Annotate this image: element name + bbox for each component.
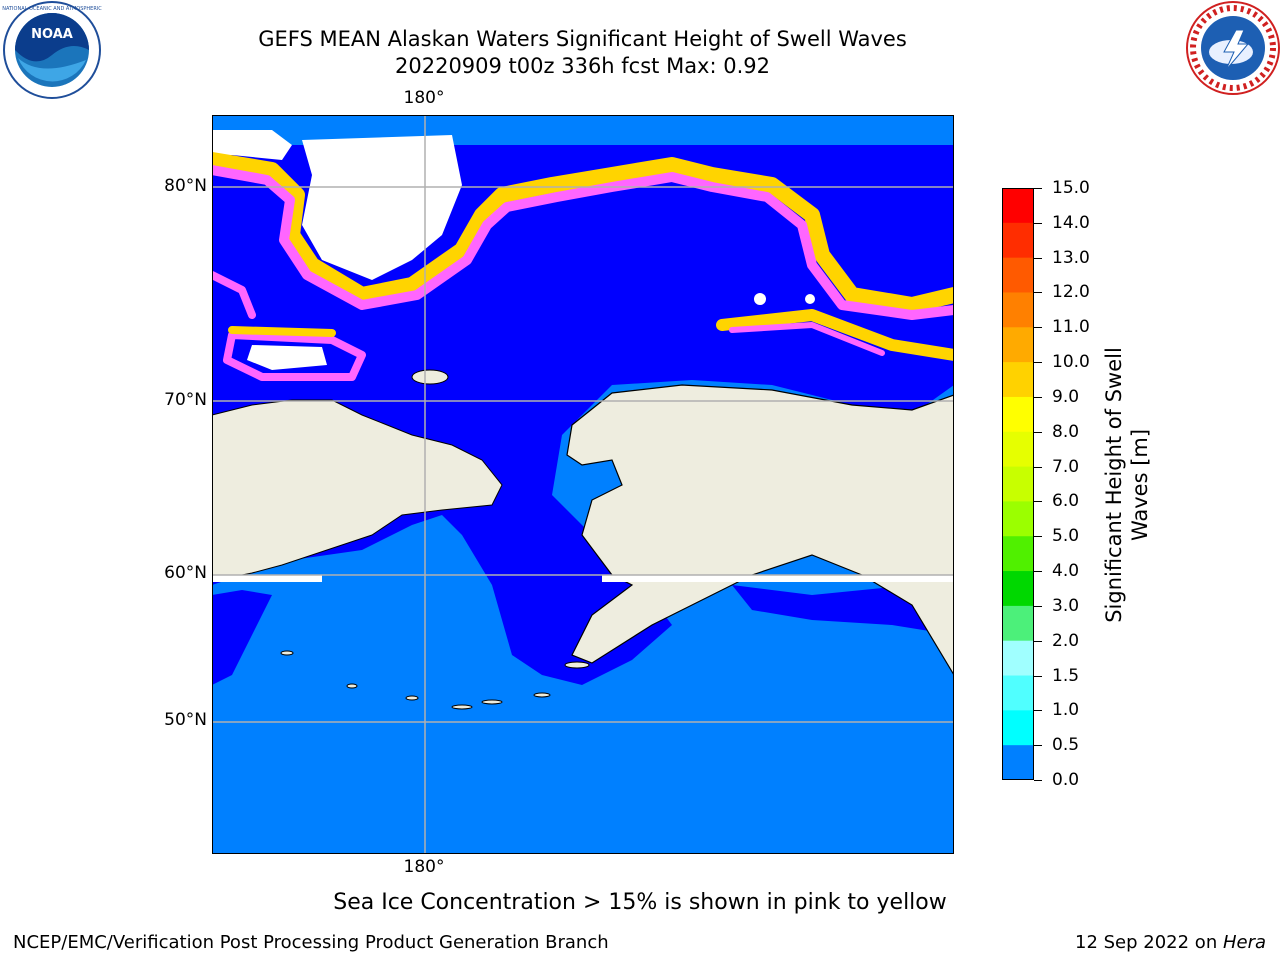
svg-text:NATIONAL OCEANIC AND ATMOSPHER: NATIONAL OCEANIC AND ATMOSPHERIC <box>2 6 102 12</box>
map-title: GEFS MEAN Alaskan Waters Significant Hei… <box>258 27 907 51</box>
lat-label-60: 60°N <box>164 563 207 583</box>
colorbar-tick-label: 8.0 <box>1052 421 1080 442</box>
svg-text:NOAA: NOAA <box>31 27 73 42</box>
colorbar-tick-mark <box>1034 466 1042 468</box>
colorbar <box>1002 188 1034 781</box>
colorbar-bin <box>1002 710 1034 746</box>
colorbar-tick-mark <box>1034 780 1042 781</box>
colorbar-tick-label: 11.0 <box>1052 317 1090 338</box>
colorbar-bin <box>1002 327 1034 363</box>
colorbar-border <box>1002 188 1034 780</box>
colorbar-tick-mark <box>1034 501 1042 503</box>
colorbar-tick-mark <box>1034 675 1042 677</box>
colorbar-tick-label: 4.0 <box>1052 561 1080 582</box>
colorbar-tick-mark <box>1034 571 1042 573</box>
colorbar-tick-label: 0.0 <box>1052 770 1080 790</box>
colorbar-tick-mark <box>1034 431 1042 433</box>
colorbar-bin <box>1002 257 1034 293</box>
nws-logo <box>1176 0 1280 100</box>
footer-date: 12 Sep 2022 on Hera <box>1075 932 1266 953</box>
colorbar-tick-mark <box>1034 396 1042 398</box>
sea-ice-white <box>302 135 462 280</box>
land-russia <box>212 399 503 582</box>
colorbar-bin <box>1002 292 1034 328</box>
colorbar-tick-label: 6.0 <box>1052 491 1080 512</box>
lat-label-50: 50°N <box>164 710 207 730</box>
colorbar-bin <box>1002 605 1034 642</box>
colorbar-tick-mark <box>1034 362 1042 364</box>
graticule <box>212 115 954 854</box>
colorbar-tick-mark <box>1034 327 1042 329</box>
colorbar-tick-mark <box>1034 710 1042 712</box>
sea-ice-note: Sea Ice Concentration > 15% is shown in … <box>333 890 947 915</box>
colorbar-tick-mark <box>1034 257 1042 259</box>
colorbar-bin <box>1002 745 1034 781</box>
colorbar-tick-label: 5.0 <box>1052 526 1080 547</box>
colorbar-bin <box>1002 188 1034 224</box>
map-subtitle: 20220909 t00z 336h fcst Max: 0.92 <box>395 54 770 78</box>
lon-label-bottom: 180° <box>403 857 445 877</box>
colorbar-tick-label: 10.0 <box>1052 352 1090 373</box>
colorbar-tick-label: 9.0 <box>1052 386 1080 407</box>
colorbar-tick-mark <box>1034 222 1042 224</box>
noaa-logo: NOAA NATIONAL OCEANIC AND ATMOSPHERIC <box>0 0 104 100</box>
sea-ice-edge <box>212 152 954 381</box>
colorbar-tick-mark <box>1034 536 1042 538</box>
colorbar-label: Significant Height of Swell Waves [m] <box>1102 347 1152 623</box>
lat-label-70: 70°N <box>164 390 207 410</box>
colorbar-tick-label: 3.0 <box>1052 595 1080 616</box>
colorbar-tick-label: 2.0 <box>1052 630 1080 651</box>
colorbar-tick-label: 0.5 <box>1052 735 1080 756</box>
colorbar-bin <box>1002 501 1034 537</box>
map-panel <box>212 115 954 854</box>
colorbar-tick-label: 12.0 <box>1052 282 1090 303</box>
colorbar-tick-label: 7.0 <box>1052 456 1080 477</box>
colorbar-bin <box>1002 362 1034 398</box>
footer-machine: Hera <box>1222 932 1266 953</box>
colorbar-tick-label: 13.0 <box>1052 247 1090 268</box>
colorbar-tick-mark <box>1034 640 1042 642</box>
colorbar-bin <box>1002 571 1034 607</box>
colorbar-bin <box>1002 431 1034 468</box>
lon-label-top: 180° <box>403 88 445 108</box>
colorbar-bin <box>1002 222 1034 259</box>
colorbar-bin <box>1002 466 1034 502</box>
colorbar-bin <box>1002 640 1034 677</box>
colorbar-bin <box>1002 536 1034 572</box>
colorbar-tick-label: 14.0 <box>1052 212 1090 233</box>
colorbar-bin <box>1002 396 1034 433</box>
land-alaska <box>566 384 954 677</box>
colorbar-tick-label: 1.0 <box>1052 700 1080 721</box>
footer-credit: NCEP/EMC/Verification Post Processing Pr… <box>13 932 609 953</box>
colorbar-tick-mark <box>1034 188 1042 189</box>
colorbar-tick-mark <box>1034 292 1042 294</box>
colorbar-bin <box>1002 675 1034 711</box>
lat-label-80: 80°N <box>164 176 207 196</box>
colorbar-tick-mark <box>1034 745 1042 747</box>
colorbar-tick-label: 1.5 <box>1052 665 1080 686</box>
colorbar-tick-mark <box>1034 605 1042 607</box>
colorbar-tick-label: 15.0 <box>1052 178 1090 198</box>
